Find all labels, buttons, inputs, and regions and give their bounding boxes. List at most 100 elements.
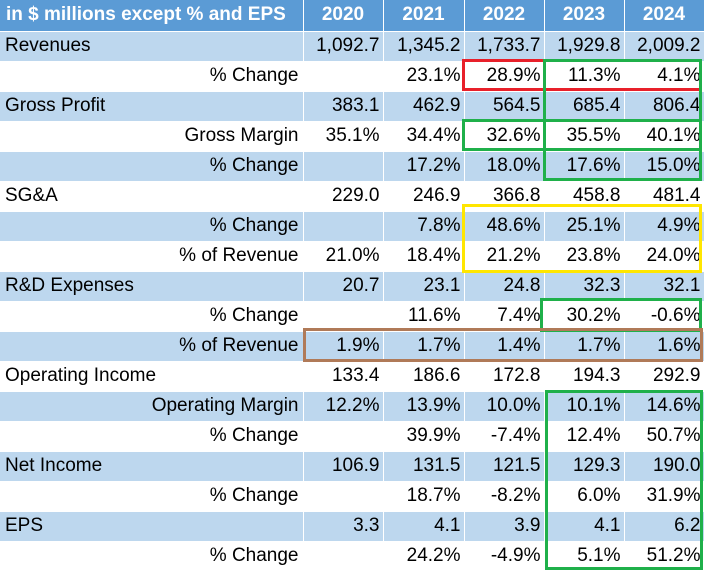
cell-2022: 121.5 xyxy=(464,451,545,482)
cell-2022: -8.2% xyxy=(464,481,545,512)
header-year-2023: 2023 xyxy=(544,0,625,32)
header-year-2022: 2022 xyxy=(464,0,545,32)
row-label: % Change xyxy=(0,151,304,182)
cell-2020: 229.0 xyxy=(303,181,384,212)
table-row-operating-income: Operating Income 133.4 186.6 172.8 194.3 292.… xyxy=(0,361,704,392)
cell-2021: 13.9% xyxy=(383,391,465,422)
row-label: % Change xyxy=(0,421,304,452)
table-row-change: % Change 39.9% -7.4% 12.4% 50.7% xyxy=(0,421,704,452)
cell-2023: 23.8% xyxy=(544,241,625,272)
cell-2021: 4.1 xyxy=(383,511,465,542)
table-row-r-d-expenses: R&D Expenses 20.7 23.1 24.8 32.3 32.1 xyxy=(0,271,704,302)
cell-2022: -4.9% xyxy=(464,541,545,572)
cell-2023: 17.6% xyxy=(544,151,625,182)
cell-2023: 685.4 xyxy=(544,91,625,122)
cell-2021: 246.9 xyxy=(383,181,465,212)
cell-2022: -7.4% xyxy=(464,421,545,452)
cell-2024: 32.1 xyxy=(624,271,704,302)
cell-2021: 1,345.2 xyxy=(383,31,465,62)
cell-2023: 6.0% xyxy=(544,481,625,512)
row-label: % Change xyxy=(0,481,304,512)
table-row-revenues: Revenues 1,092.7 1,345.2 1,733.7 1,929.8 2,00… xyxy=(0,31,704,62)
table-row-operating-margin: Operating Margin 12.2% 13.9% 10.0% 10.1% 14.6… xyxy=(0,391,704,422)
cell-2024: 31.9% xyxy=(624,481,704,512)
cell-2020: 106.9 xyxy=(303,451,384,482)
table-row-gross-margin: Gross Margin 35.1% 34.4% 32.6% 35.5% 40.1% xyxy=(0,121,704,152)
cell-2023: 25.1% xyxy=(544,211,625,242)
cell-2020: 20.7 xyxy=(303,271,384,302)
cell-2024: 14.6% xyxy=(624,391,704,422)
cell-2023: 12.4% xyxy=(544,421,625,452)
cell-2021: 1.7% xyxy=(383,331,465,362)
cell-2021: 23.1% xyxy=(383,61,465,92)
cell-2020: 12.2% xyxy=(303,391,384,422)
row-label: R&D Expenses xyxy=(0,271,304,302)
cell-2023: 5.1% xyxy=(544,541,625,572)
cell-2024: 806.4 xyxy=(624,91,704,122)
cell-2020: 1,092.7 xyxy=(303,31,384,62)
header-label: in $ millions except % and EPS xyxy=(0,0,304,32)
header-year-2021: 2021 xyxy=(383,0,465,32)
cell-2022: 1.4% xyxy=(464,331,545,362)
header-year-2024: 2024 xyxy=(624,0,704,32)
table-row-of-revenue: % of Revenue 21.0% 18.4% 21.2% 23.8% 24.0% xyxy=(0,241,704,272)
cell-2020: 1.9% xyxy=(303,331,384,362)
row-label: Gross Profit xyxy=(0,91,304,122)
cell-2023: 129.3 xyxy=(544,451,625,482)
row-label: % Change xyxy=(0,211,304,242)
cell-2020 xyxy=(303,211,384,242)
table-row-change: % Change 11.6% 7.4% 30.2% -0.6% xyxy=(0,301,704,332)
cell-2020 xyxy=(303,151,384,182)
cell-2023: 11.3% xyxy=(544,61,625,92)
cell-2024: 6.2 xyxy=(624,511,704,542)
cell-2024: -0.6% xyxy=(624,301,704,332)
cell-2021: 23.1 xyxy=(383,271,465,302)
table-row-eps: EPS 3.3 4.1 3.9 4.1 6.2 xyxy=(0,511,704,542)
cell-2024: 481.4 xyxy=(624,181,704,212)
row-label: EPS xyxy=(0,511,304,542)
table-row-change: % Change 17.2% 18.0% 17.6% 15.0% xyxy=(0,151,704,182)
row-label: Net Income xyxy=(0,451,304,482)
table-row-of-revenue: % of Revenue 1.9% 1.7% 1.4% 1.7% 1.6% xyxy=(0,331,704,362)
cell-2022: 32.6% xyxy=(464,121,545,152)
table-row-net-income: Net Income 106.9 131.5 121.5 129.3 190.0 xyxy=(0,451,704,482)
header-row: in $ millions except % and EPS 2020 2021… xyxy=(0,0,704,32)
cell-2023: 4.1 xyxy=(544,511,625,542)
cell-2022: 1,733.7 xyxy=(464,31,545,62)
cell-2022: 3.9 xyxy=(464,511,545,542)
row-label: % of Revenue xyxy=(0,241,304,272)
cell-2022: 28.9% xyxy=(464,61,545,92)
cell-2021: 34.4% xyxy=(383,121,465,152)
cell-2023: 458.8 xyxy=(544,181,625,212)
cell-2023: 10.1% xyxy=(544,391,625,422)
cell-2022: 24.8 xyxy=(464,271,545,302)
table-row-gross-profit: Gross Profit 383.1 462.9 564.5 685.4 806.4 xyxy=(0,91,704,122)
row-label: Operating Income xyxy=(0,361,304,392)
cell-2022: 564.5 xyxy=(464,91,545,122)
cell-2021: 18.7% xyxy=(383,481,465,512)
cell-2024: 2,009.2 xyxy=(624,31,704,62)
cell-2024: 190.0 xyxy=(624,451,704,482)
cell-2020 xyxy=(303,421,384,452)
cell-2023: 194.3 xyxy=(544,361,625,392)
cell-2022: 18.0% xyxy=(464,151,545,182)
cell-2024: 40.1% xyxy=(624,121,704,152)
cell-2024: 50.7% xyxy=(624,421,704,452)
cell-2024: 4.1% xyxy=(624,61,704,92)
row-label: Revenues xyxy=(0,31,304,62)
row-label: % Change xyxy=(0,61,304,92)
cell-2021: 131.5 xyxy=(383,451,465,482)
cell-2021: 462.9 xyxy=(383,91,465,122)
row-label: Operating Margin xyxy=(0,391,304,422)
cell-2021: 11.6% xyxy=(383,301,465,332)
cell-2020 xyxy=(303,61,384,92)
cell-2023: 30.2% xyxy=(544,301,625,332)
cell-2020: 21.0% xyxy=(303,241,384,272)
row-label: SG&A xyxy=(0,181,304,212)
cell-2022: 172.8 xyxy=(464,361,545,392)
cell-2023: 1.7% xyxy=(544,331,625,362)
cell-2021: 39.9% xyxy=(383,421,465,452)
table-row-change: % Change 18.7% -8.2% 6.0% 31.9% xyxy=(0,481,704,512)
cell-2024: 292.9 xyxy=(624,361,704,392)
